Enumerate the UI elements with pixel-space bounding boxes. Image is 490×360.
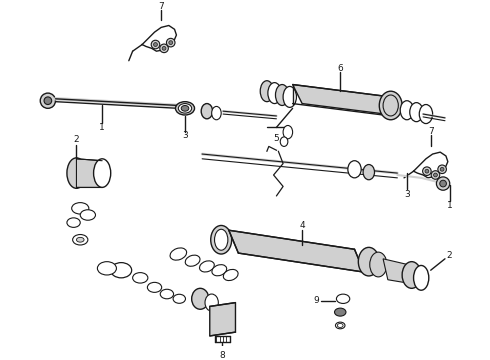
Ellipse shape: [335, 308, 346, 316]
Text: 5: 5: [273, 134, 279, 143]
Text: 7: 7: [158, 2, 164, 11]
Text: 7: 7: [428, 127, 434, 136]
Ellipse shape: [383, 95, 398, 116]
Text: 2: 2: [74, 135, 79, 144]
Circle shape: [40, 93, 55, 108]
Ellipse shape: [275, 85, 289, 105]
Polygon shape: [76, 159, 102, 187]
Ellipse shape: [94, 159, 111, 187]
Circle shape: [160, 44, 169, 53]
Polygon shape: [383, 259, 416, 284]
Ellipse shape: [181, 105, 189, 111]
Ellipse shape: [170, 248, 187, 260]
Ellipse shape: [173, 294, 186, 303]
Text: 3: 3: [404, 190, 410, 199]
Circle shape: [422, 167, 431, 175]
Ellipse shape: [419, 104, 433, 123]
Ellipse shape: [192, 288, 209, 309]
Ellipse shape: [201, 104, 213, 119]
Ellipse shape: [175, 102, 195, 115]
Circle shape: [169, 41, 172, 45]
Ellipse shape: [363, 165, 374, 180]
Text: 2: 2: [446, 251, 452, 260]
Ellipse shape: [268, 83, 281, 104]
Ellipse shape: [211, 225, 232, 254]
Ellipse shape: [73, 234, 88, 245]
Circle shape: [440, 180, 446, 187]
Ellipse shape: [283, 86, 296, 107]
Text: 3: 3: [182, 131, 188, 140]
Ellipse shape: [67, 218, 80, 228]
Ellipse shape: [215, 229, 228, 250]
Text: 4: 4: [299, 221, 305, 230]
Ellipse shape: [338, 324, 343, 328]
Ellipse shape: [185, 255, 200, 266]
Circle shape: [440, 167, 444, 171]
Circle shape: [431, 171, 440, 179]
Ellipse shape: [414, 265, 429, 290]
Ellipse shape: [402, 262, 421, 288]
Ellipse shape: [400, 101, 414, 120]
Ellipse shape: [212, 265, 227, 276]
Ellipse shape: [358, 247, 379, 276]
Ellipse shape: [111, 262, 132, 278]
Ellipse shape: [337, 294, 350, 303]
Ellipse shape: [370, 252, 387, 277]
Ellipse shape: [379, 91, 402, 120]
Ellipse shape: [260, 81, 273, 102]
Circle shape: [425, 169, 429, 173]
Text: 9: 9: [314, 296, 319, 305]
Ellipse shape: [280, 137, 288, 147]
Ellipse shape: [336, 322, 345, 329]
Ellipse shape: [160, 289, 173, 299]
Ellipse shape: [348, 161, 361, 178]
Ellipse shape: [98, 262, 117, 275]
Text: 1: 1: [447, 201, 453, 210]
Ellipse shape: [223, 269, 238, 280]
Ellipse shape: [205, 294, 219, 311]
Circle shape: [153, 42, 157, 46]
Polygon shape: [293, 85, 392, 115]
Polygon shape: [229, 230, 364, 272]
Ellipse shape: [67, 158, 86, 188]
Ellipse shape: [199, 261, 214, 272]
Ellipse shape: [283, 126, 293, 139]
Ellipse shape: [178, 104, 192, 113]
Ellipse shape: [410, 103, 423, 122]
Circle shape: [434, 173, 438, 177]
Text: 1: 1: [99, 123, 105, 132]
Ellipse shape: [80, 210, 96, 220]
Ellipse shape: [133, 273, 148, 283]
Circle shape: [438, 165, 446, 174]
Circle shape: [151, 40, 160, 49]
Circle shape: [44, 97, 51, 104]
Ellipse shape: [76, 237, 84, 242]
Circle shape: [437, 177, 450, 190]
Text: 6: 6: [337, 64, 343, 73]
Circle shape: [162, 46, 166, 50]
Ellipse shape: [72, 203, 89, 214]
Polygon shape: [210, 303, 236, 336]
Ellipse shape: [147, 282, 162, 292]
Circle shape: [167, 38, 175, 47]
Text: 8: 8: [219, 351, 225, 360]
Ellipse shape: [212, 107, 221, 120]
